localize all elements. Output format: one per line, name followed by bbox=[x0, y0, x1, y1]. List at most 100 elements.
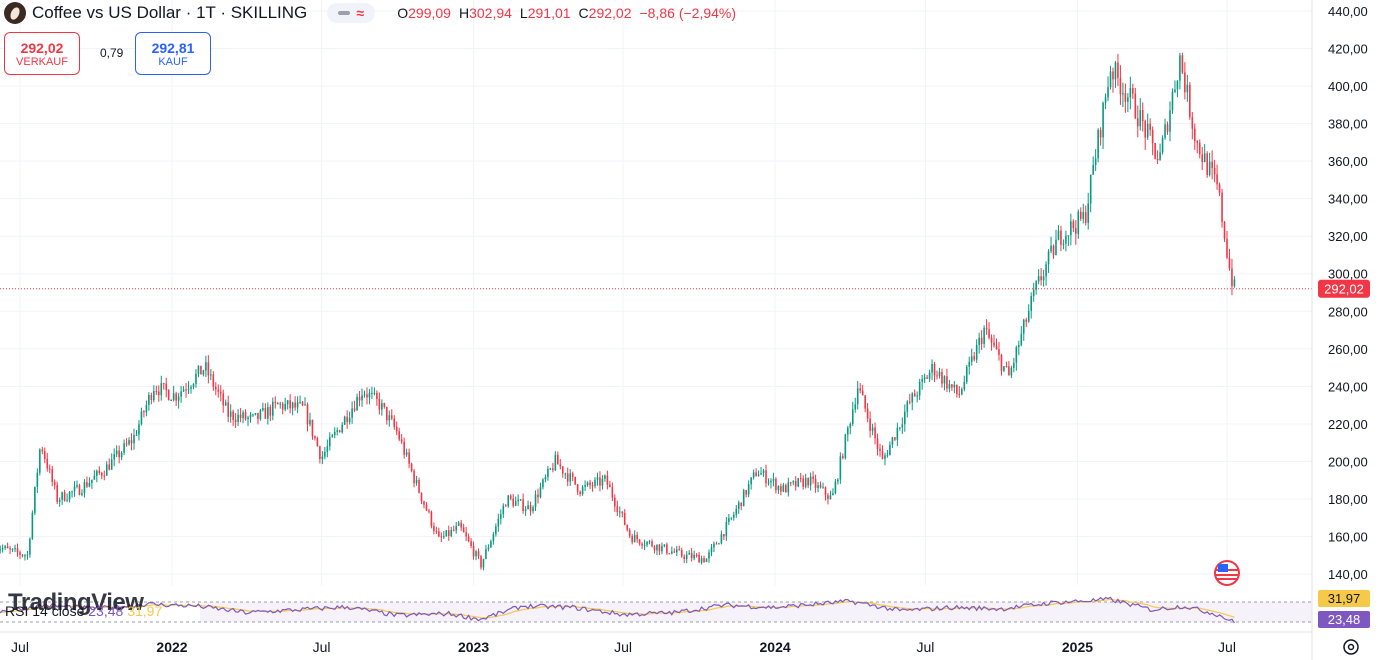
candle-body bbox=[794, 481, 797, 487]
candle-body bbox=[1117, 62, 1119, 78]
candle-body bbox=[661, 546, 663, 552]
candle-body bbox=[470, 541, 472, 546]
candle-body bbox=[338, 430, 341, 433]
candle-body bbox=[1156, 158, 1159, 161]
candle-body bbox=[115, 450, 118, 455]
candle-body bbox=[514, 501, 517, 506]
candle-body bbox=[438, 531, 440, 537]
candle-body bbox=[294, 402, 296, 408]
candle-body bbox=[675, 549, 678, 553]
candle-body bbox=[1171, 91, 1174, 111]
candle-body bbox=[1062, 243, 1065, 245]
candle-body bbox=[91, 479, 93, 483]
candle-body bbox=[1015, 347, 1018, 363]
rsi-legend-ma: 31,97 bbox=[127, 603, 163, 619]
candle-body bbox=[869, 418, 871, 431]
candle-body bbox=[1154, 143, 1156, 159]
candle-body bbox=[777, 486, 780, 491]
candle-body bbox=[698, 554, 700, 563]
candle-body bbox=[428, 510, 430, 512]
candle-body bbox=[844, 434, 847, 458]
candle-body bbox=[197, 365, 200, 374]
candle-body bbox=[68, 491, 71, 500]
open-value: 299,09 bbox=[408, 5, 451, 21]
candle-body bbox=[965, 366, 968, 382]
candle-body bbox=[993, 342, 995, 346]
candle-body bbox=[948, 384, 951, 389]
candle-body bbox=[653, 546, 656, 551]
candle-body bbox=[723, 534, 725, 537]
candle-body bbox=[460, 522, 462, 528]
candle-body bbox=[487, 547, 490, 550]
candle-body bbox=[440, 536, 443, 538]
candle-body bbox=[237, 414, 239, 422]
candle-body bbox=[0, 549, 1, 551]
candle-body bbox=[475, 551, 477, 557]
candle-body bbox=[1184, 72, 1186, 93]
candle-body bbox=[946, 376, 948, 389]
candle-body bbox=[611, 487, 614, 498]
candle-body bbox=[83, 482, 86, 494]
candle-body bbox=[747, 484, 750, 495]
y-tick-label: 200,00 bbox=[1328, 454, 1368, 469]
candle-body bbox=[633, 534, 636, 543]
symbol-title[interactable]: Coffee vs US Dollar · 1T · SKILLING bbox=[32, 3, 308, 22]
high-value: 302,94 bbox=[469, 5, 512, 21]
buy-button[interactable]: 292,81 KAUF bbox=[135, 32, 211, 75]
candle-body bbox=[839, 456, 842, 480]
candle-body bbox=[923, 377, 926, 380]
candle-body bbox=[56, 485, 58, 502]
candle-body bbox=[1189, 84, 1191, 118]
candle-body bbox=[916, 395, 918, 397]
candle-body bbox=[713, 543, 715, 548]
candle-body bbox=[901, 424, 904, 428]
candle-body bbox=[207, 362, 210, 376]
candle-body bbox=[708, 552, 710, 559]
indicator-toggle[interactable]: ≈ bbox=[327, 3, 376, 23]
candle-body bbox=[1213, 167, 1216, 175]
candle-body bbox=[745, 490, 747, 495]
buy-label: KAUF bbox=[158, 55, 188, 68]
rsi-legend: RSI 14 close 23,48 31,97 bbox=[5, 603, 162, 619]
candle-body bbox=[1052, 245, 1055, 256]
candle-body bbox=[289, 400, 291, 409]
candle-body bbox=[358, 396, 361, 401]
sell-button[interactable]: 292,02 VERKAUF bbox=[4, 32, 80, 75]
candle-body bbox=[628, 529, 631, 536]
y-tick-label: 320,00 bbox=[1328, 229, 1368, 244]
candle-body bbox=[249, 414, 252, 418]
candle-body bbox=[418, 480, 420, 493]
candle-body bbox=[792, 481, 795, 483]
candle-body bbox=[482, 558, 485, 568]
candle-body bbox=[866, 408, 869, 419]
candle-body bbox=[1104, 97, 1107, 103]
candle-body bbox=[928, 372, 931, 379]
candle-body bbox=[695, 554, 698, 556]
candle-body bbox=[324, 451, 326, 457]
candle-body bbox=[6, 546, 9, 549]
candles bbox=[0, 52, 1236, 571]
candle-body bbox=[130, 440, 133, 444]
candle-body bbox=[467, 536, 470, 542]
candle-body bbox=[48, 468, 51, 470]
candle-body bbox=[219, 391, 222, 394]
candle-body bbox=[1226, 238, 1228, 258]
candle-body bbox=[618, 511, 621, 513]
candle-body bbox=[157, 391, 160, 396]
candle-body bbox=[906, 401, 909, 412]
settings-icon[interactable] bbox=[1343, 639, 1359, 655]
candle-body bbox=[668, 553, 671, 555]
candle-body bbox=[366, 394, 368, 398]
candle-body bbox=[415, 480, 418, 484]
candle-body bbox=[819, 485, 822, 488]
candle-body bbox=[123, 443, 125, 453]
candle-body bbox=[205, 362, 207, 371]
candle-body bbox=[1089, 174, 1092, 204]
candle-body bbox=[1119, 77, 1122, 95]
candle-body bbox=[1097, 129, 1099, 159]
candle-body bbox=[1042, 276, 1045, 281]
candle-body bbox=[552, 468, 554, 471]
candle-body bbox=[579, 491, 581, 495]
us-flag-icon[interactable] bbox=[1214, 560, 1240, 586]
